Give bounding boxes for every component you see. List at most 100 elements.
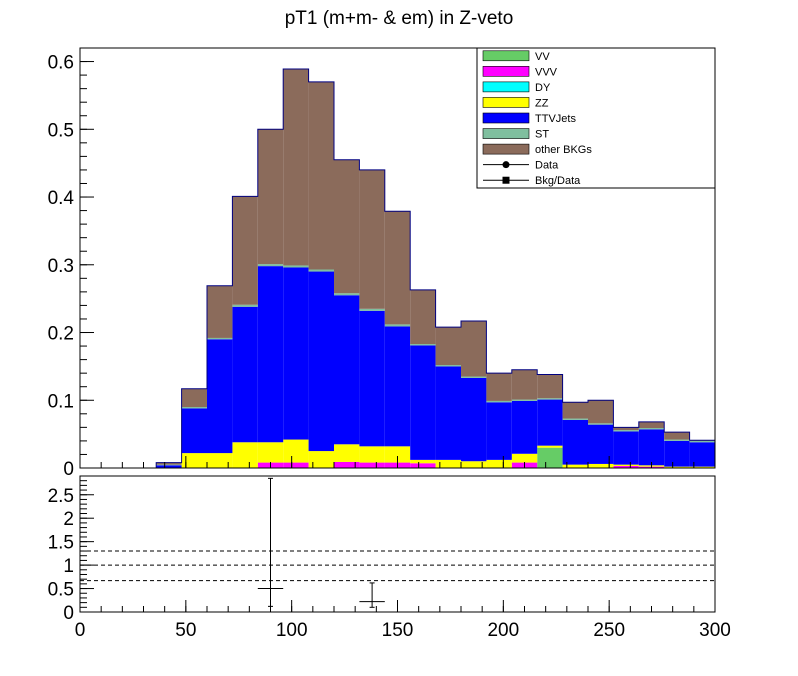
legend-entry-other-bkgs-label: other BKGs (535, 144, 592, 156)
legend-entry-data-label: Data (535, 160, 559, 172)
series-vv (537, 447, 563, 468)
legend-entry-bkg-data-label: Bkg/Data (535, 175, 581, 187)
bar-st-5 (207, 337, 233, 340)
chart-title: pT1 (m+m- & em) in Z-veto (285, 8, 514, 29)
bar-st-22 (638, 428, 665, 430)
bar-ttvjets-22 (638, 429, 665, 466)
bar-st-17 (511, 399, 538, 401)
legend-entry-ttvjets-swatch (482, 112, 530, 124)
ratio-y-tick-label: 2 (63, 509, 74, 530)
bar-st-4 (181, 407, 207, 409)
series-st (156, 264, 715, 466)
bar-other-bkgs-8 (283, 69, 309, 266)
ratio-point (257, 477, 284, 607)
bar-other-bkgs-20 (588, 400, 614, 424)
bar-zz-23 (664, 466, 690, 468)
stack-outline (80, 68, 715, 469)
bar-st-15 (461, 376, 487, 378)
main-plot: 0 0.1 0.2 0.3 0.4 0.5 0.6 (48, 47, 716, 480)
bar-ttvjets-16 (486, 402, 512, 460)
bar-st-9 (308, 269, 334, 272)
bar-st-12 (384, 324, 411, 327)
bar-st-19 (562, 418, 588, 420)
series-other-bkgs (156, 69, 715, 465)
bar-ttvjets-21 (613, 431, 639, 465)
x-tick-label: 150 (382, 620, 414, 641)
bar-ttvjets-23 (664, 440, 690, 467)
y-tick-label: 0.6 (48, 53, 74, 74)
bar-ttvjets-8 (283, 267, 309, 440)
bar-vvv-11 (359, 462, 385, 468)
legend-entry-zz-swatch (482, 97, 530, 108)
bar-other-bkgs-19 (562, 402, 588, 419)
bar-ttvjets-9 (308, 271, 334, 452)
bar-zz-13 (410, 459, 436, 464)
legend-entry-st-swatch (482, 128, 530, 139)
y-tick-label: 0.1 (48, 391, 74, 412)
legend-entry-st-label: ST (535, 129, 549, 141)
bar-st-21 (613, 430, 639, 432)
bar-zz-21 (613, 464, 639, 466)
bar-zz-6 (232, 442, 258, 468)
legend-entry-other-bkgs: other BKGs (482, 143, 592, 156)
bar-st-8 (283, 265, 309, 268)
bar-other-bkgs-14 (435, 327, 461, 366)
bar-st-7 (257, 264, 284, 267)
legend-entry-dy-swatch (482, 81, 530, 93)
legend-entry-data: Data (483, 160, 559, 172)
bar-other-bkgs-10 (334, 159, 360, 294)
legend-entry-bkg-data: Bkg/Data (483, 175, 581, 187)
bar-zz-5 (207, 453, 233, 468)
bar-zz-14 (435, 459, 461, 468)
ratio-y-tick-label: 1.5 (48, 533, 74, 554)
legend-entry-vvv-swatch (482, 66, 530, 77)
bar-ttvjets-17 (511, 400, 538, 454)
bar-other-bkgs-4 (181, 388, 207, 408)
legend-entry-st: ST (482, 128, 549, 141)
bar-ttvjets-19 (562, 419, 588, 465)
y-tick-label: 0.2 (48, 324, 74, 345)
bar-ttvjets-5 (207, 339, 233, 454)
bar-st-3 (156, 464, 182, 466)
legend-entry-ttvjets: TTVJets (482, 112, 576, 125)
legend-entry-zz: ZZ (482, 97, 549, 109)
legend-entry-zz-label: ZZ (535, 97, 549, 109)
y-tick-label: 0.4 (48, 188, 75, 209)
bar-other-bkgs-7 (257, 129, 284, 265)
x-tick-label: 200 (487, 620, 519, 641)
legend-entry-dy: DY (482, 81, 551, 94)
bar-ttvjets-4 (181, 408, 207, 454)
bar-st-20 (588, 423, 614, 425)
bar-other-bkgs-9 (308, 81, 334, 270)
x-tick-label: 100 (276, 620, 308, 641)
ratio-frame (79, 475, 716, 613)
bar-vv-18 (537, 447, 563, 468)
bar-ttvjets-7 (257, 266, 284, 443)
bar-zz-15 (461, 461, 487, 468)
y-tick-label: 0.5 (48, 120, 74, 141)
bar-vvv-8 (283, 462, 309, 468)
bar-other-bkgs-13 (410, 289, 436, 345)
ratio-y-tick-label: 0.5 (48, 580, 74, 601)
bar-vvv-10 (334, 461, 360, 468)
y-tick-label: 0 (63, 459, 74, 480)
bar-zz-8 (283, 439, 309, 463)
bar-other-bkgs-5 (207, 285, 233, 338)
ratio-plot: 00.5 11.5 22.5 0 50 100 150 200 250 300 (48, 475, 731, 641)
bar-st-24 (689, 440, 715, 443)
ratio-point (359, 582, 385, 608)
bar-zz-10 (334, 444, 360, 462)
bar-other-bkgs-11 (359, 169, 385, 309)
bar-other-bkgs-3 (156, 462, 182, 465)
bar-ttvjets-18 (537, 399, 563, 446)
bar-zz-7 (257, 442, 284, 463)
x-tick-label: 300 (699, 620, 731, 641)
bar-zz-20 (588, 463, 614, 468)
x-tick-label: 250 (593, 620, 625, 641)
bar-vvv-21 (613, 465, 639, 468)
x-tick-label: 0 (75, 620, 86, 641)
bar-other-bkgs-18 (537, 374, 563, 399)
bar-other-bkgs-16 (486, 373, 512, 401)
bar-ttvjets-14 (435, 366, 461, 460)
bar-st-16 (486, 400, 512, 403)
